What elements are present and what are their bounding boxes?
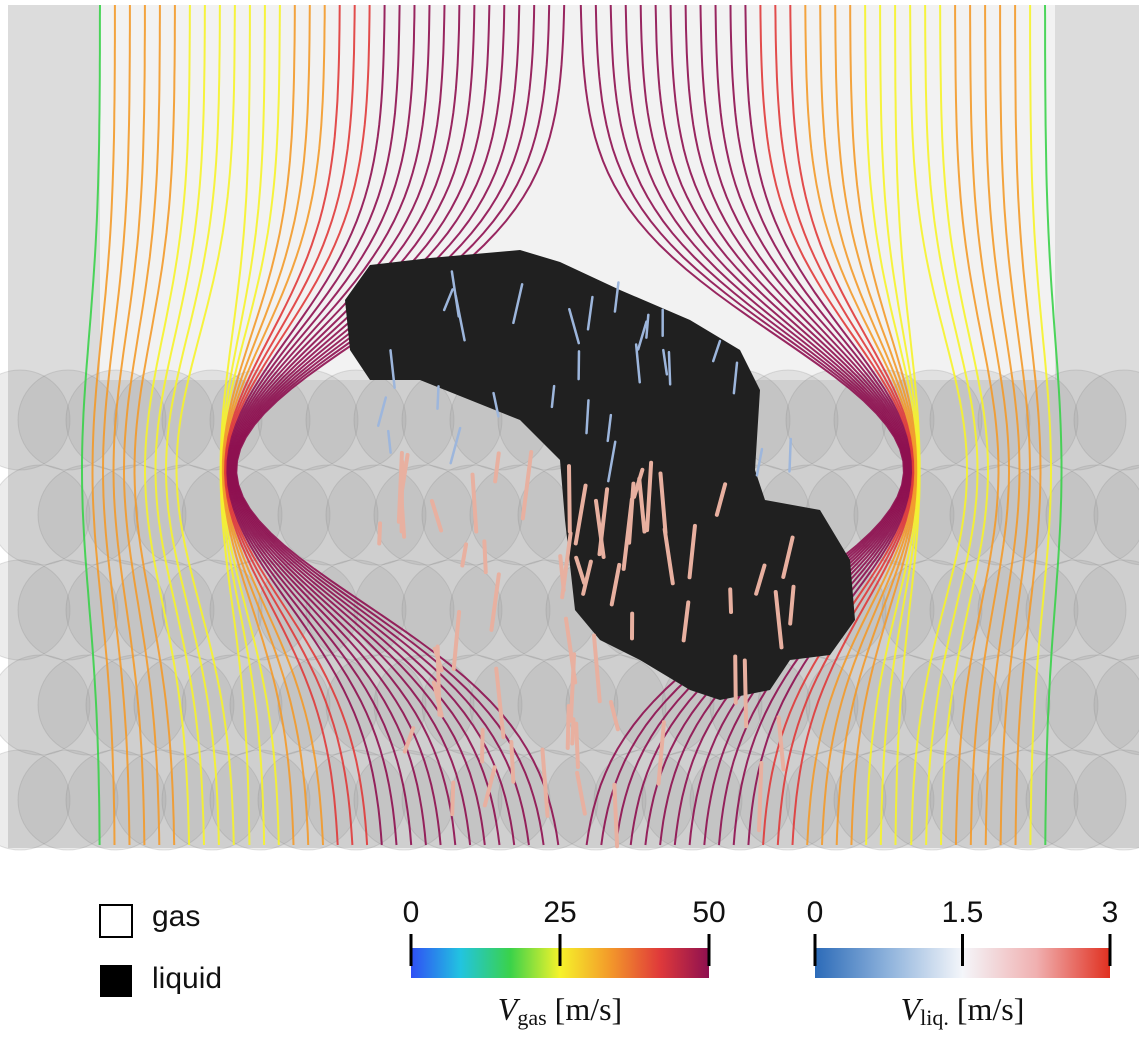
colorbar-label: Vgas[m/s] <box>498 991 622 1030</box>
velocity-arrow <box>437 386 438 408</box>
legend: gas liquid <box>100 900 222 997</box>
velocity-arrow <box>759 763 761 830</box>
colorbar-tick-label: 3 <box>1102 896 1119 929</box>
legend-label: gas <box>152 900 200 933</box>
velocity-arrow <box>484 541 485 572</box>
velocity-arrow <box>789 439 790 471</box>
velocity-arrow <box>569 466 570 531</box>
velocity-arrow <box>379 523 380 543</box>
velocity-arrow <box>511 742 513 782</box>
colorbar-label: Vliq.[m/s] <box>901 991 1025 1030</box>
colorbar-tick-label: 50 <box>692 896 725 929</box>
velocity-arrow <box>735 656 736 702</box>
velocity-arrow <box>568 706 569 748</box>
colorbar-tick-label: 0 <box>403 896 420 929</box>
unit: [m/s] <box>555 991 623 1027</box>
velocity-arrow <box>572 719 573 743</box>
velocity-arrow <box>576 724 578 767</box>
velocity-arrow <box>438 646 440 714</box>
velocity-arrow <box>614 785 617 846</box>
colorbars: 02550Vgas[m/s]01.53Vliq.[m/s] <box>403 896 1119 1030</box>
velocity-arrow <box>452 783 453 815</box>
figure-svg: gas liquid 02550Vgas[m/s]01.53Vliq.[m/s] <box>0 0 1139 1039</box>
figure: gas liquid 02550Vgas[m/s]01.53Vliq.[m/s] <box>0 0 1139 1039</box>
velocity-arrow <box>730 589 731 612</box>
subscript: liq. <box>920 1005 949 1030</box>
colorbar-tick-label: 25 <box>543 896 576 929</box>
legend-label: liquid <box>152 962 222 995</box>
colorbar-tick-label: 0 <box>807 896 824 929</box>
velocity-arrow <box>669 352 670 384</box>
unit: [m/s] <box>957 991 1025 1027</box>
legend-swatch-gas <box>100 905 132 937</box>
velocity-arrow <box>482 730 483 762</box>
legend-swatch-liquid <box>100 965 132 997</box>
velocity-arrow <box>745 661 746 727</box>
colorbar-tick-label: 1.5 <box>942 896 984 929</box>
subscript: gas <box>517 1005 546 1030</box>
